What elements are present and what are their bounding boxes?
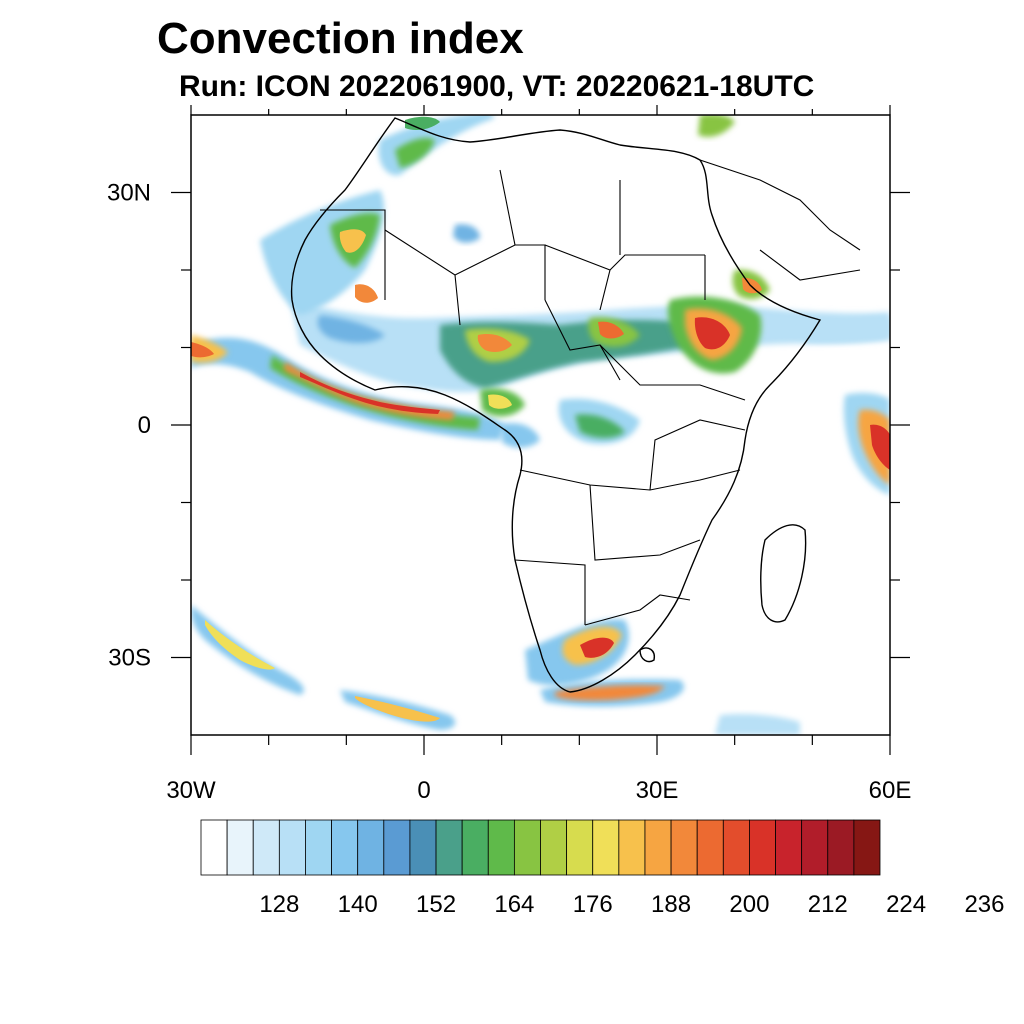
map-frame [190, 114, 891, 736]
colorbar-swatch [357, 819, 385, 876]
colorbar-label: 236 [964, 891, 1004, 918]
country-borders [320, 159, 861, 626]
colorbar-swatch [618, 819, 646, 876]
colorbar-swatch [513, 819, 541, 876]
colorbar-swatch [409, 819, 437, 876]
colorbar-swatch [853, 819, 881, 876]
colorbar-labels: 128 140 152 164 176 188 200 212 224 236 [259, 891, 1004, 918]
colorbar-swatch [200, 819, 228, 876]
lat-tick-label: 30N [107, 180, 151, 207]
chart-subtitle: Run: ICON 2022061900, VT: 20220621-18UTC [179, 70, 815, 103]
colorbar-label: 164 [494, 891, 534, 918]
central-africa-convection [480, 388, 640, 448]
colorbar-label: 224 [886, 891, 926, 918]
lon-tick-label: 30E [636, 777, 679, 804]
nw-africa-convection [260, 115, 735, 315]
colorbar-swatch [305, 819, 332, 876]
lat-tick-label: 30S [108, 645, 151, 672]
colorbar-swatch [592, 819, 620, 876]
colorbar-swatch [722, 819, 750, 876]
colorbar-swatch [278, 819, 306, 876]
axis-tick-labels: 30W 0 30E 60E 30N 0 30S [107, 180, 911, 805]
colorbar-swatch [827, 819, 855, 876]
colorbar-label: 140 [338, 891, 378, 918]
colorbar-swatch [383, 819, 411, 876]
colorbar-label: 200 [729, 891, 769, 918]
colorbar-swatch [435, 819, 463, 876]
colorbar-swatch [252, 819, 280, 876]
colorbar-swatch [670, 819, 698, 876]
lon-tick-label: 30W [166, 777, 216, 804]
lon-tick-label: 0 [417, 777, 430, 804]
colorbar-swatch [749, 819, 776, 876]
colorbar-swatch [226, 819, 254, 876]
lat-tick-label: 0 [138, 412, 151, 439]
axis-ticks [171, 105, 910, 755]
itcz-band [191, 337, 505, 440]
colorbar-label: 176 [573, 891, 613, 918]
chart-title: Convection index [157, 14, 524, 63]
colorbar-swatch [696, 819, 724, 876]
colorbar-swatch [461, 819, 489, 876]
colorbar-swatch [540, 819, 568, 876]
colorbar-swatch [566, 819, 594, 876]
indian-ocean-convection [800, 318, 890, 495]
colorbar-swatch [801, 819, 829, 876]
colorbar [200, 819, 881, 876]
convection-field [191, 115, 890, 735]
colorbar-label: 152 [416, 891, 456, 918]
coastlines [290, 117, 822, 693]
colorbar-label: 128 [259, 891, 299, 918]
colorbar-swatch [487, 819, 515, 876]
lon-tick-label: 60E [869, 777, 912, 804]
ethiopia-convection [667, 269, 770, 374]
colorbar-swatch [644, 819, 672, 876]
colorbar-label: 212 [808, 891, 848, 918]
colorbar-swatch [775, 819, 803, 876]
colorbar-swatch [331, 819, 359, 876]
colorbar-label: 188 [651, 891, 691, 918]
southern-convection [191, 605, 800, 735]
